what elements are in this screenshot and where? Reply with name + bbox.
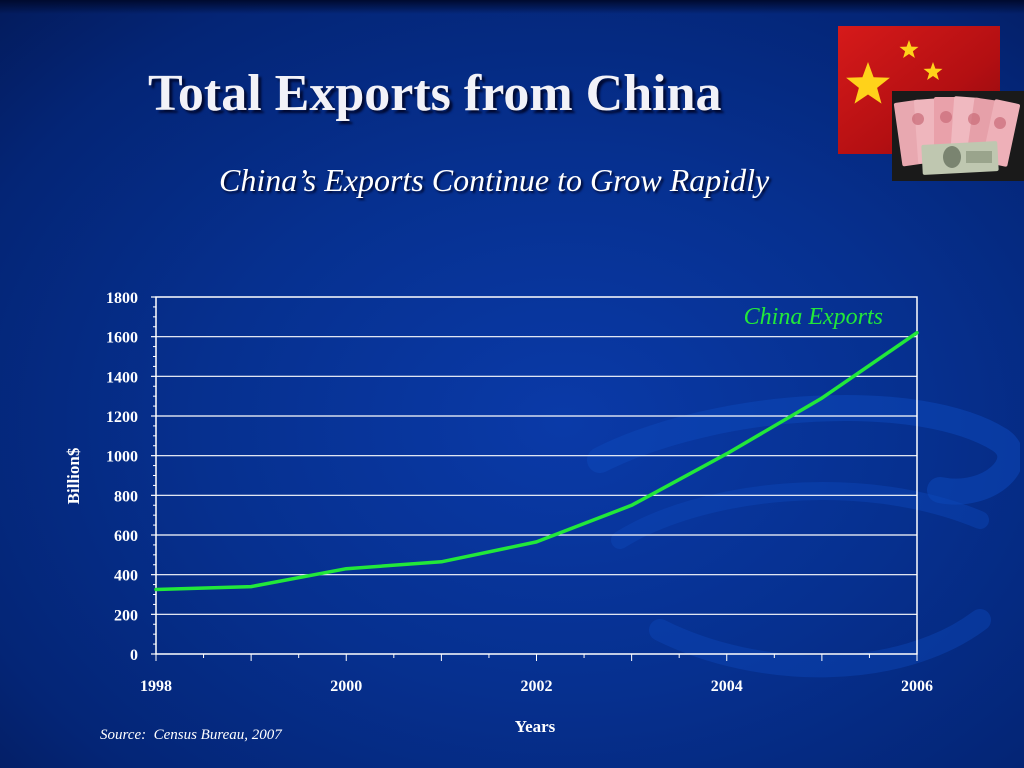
slide-title: Total Exports from China [148,65,722,122]
y-tick-label: 400 [114,568,138,585]
y-tick-label: 1000 [106,449,138,466]
y-tick-label: 1400 [106,369,138,386]
y-tick-label: 1800 [106,290,138,307]
x-tick-label: 2006 [901,678,933,695]
slide-subtitle: China’s Exports Continue to Grow Rapidly [219,162,770,198]
small-star-icon [899,40,919,58]
y-axis-label: Billion$ [64,447,83,504]
series-label-china-exports: China Exports [744,304,883,330]
large-star-icon [846,62,890,104]
x-tick-label: 2002 [521,678,553,695]
x-tick-label: 1998 [140,678,172,695]
yuan-and-dollar-banknotes-photo [892,91,1024,181]
y-tick-label: 200 [114,607,138,624]
y-tick-label: 1200 [106,409,138,426]
plot-area-frame [155,296,918,655]
source-note: Source: Census Bureau, 2007 [100,727,282,743]
y-tick-label: 600 [114,528,138,545]
y-tick-label: 800 [114,488,138,505]
x-tick-label: 2000 [330,678,362,695]
top-band [0,0,1024,14]
y-tick-label: 1600 [106,330,138,347]
series-line-china-exports [154,330,919,592]
x-tick-label: 2004 [711,678,743,695]
y-tick-label: 0 [130,647,138,664]
small-star-icon [923,62,943,80]
x-axis-label: Years [515,717,556,736]
